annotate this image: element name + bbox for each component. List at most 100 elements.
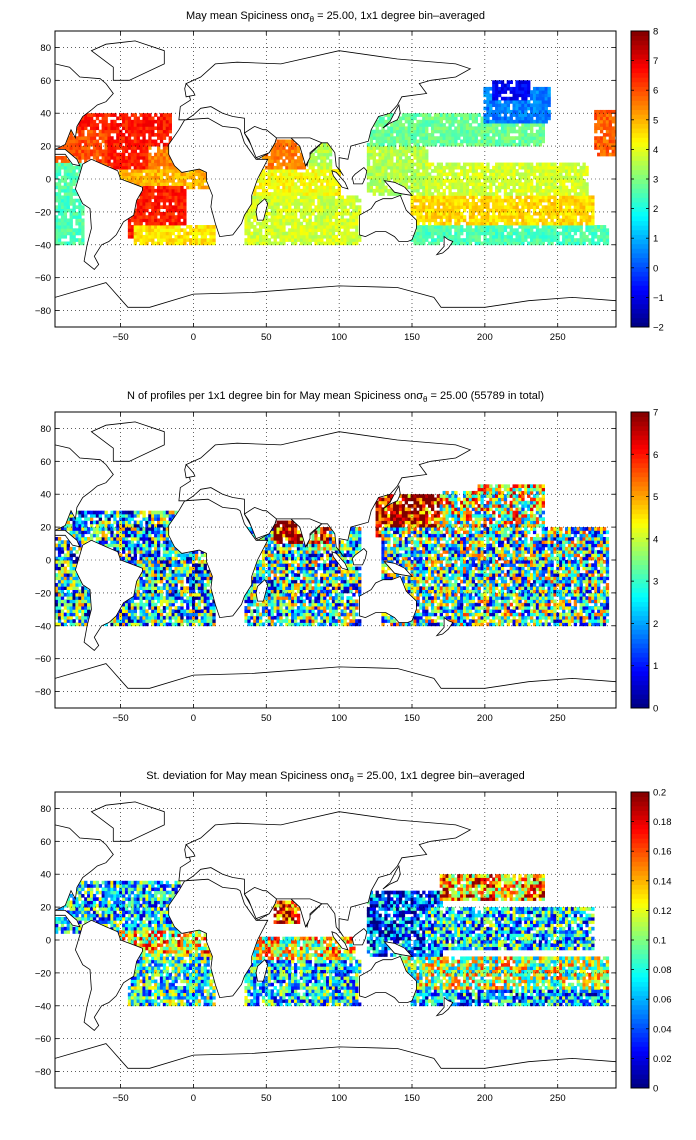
heatmap-cell <box>436 238 441 242</box>
heatmap-cell <box>599 228 604 233</box>
heatmap-cell <box>142 198 146 203</box>
heatmap-cell <box>614 142 616 147</box>
heatmap-cell <box>611 136 615 140</box>
heatmap-cell <box>157 142 161 147</box>
heatmap-cell <box>451 241 455 246</box>
heatmap-cell <box>387 162 391 167</box>
heatmap-cell <box>547 172 551 177</box>
heatmap-cell <box>87 146 91 150</box>
heatmap-cell <box>384 188 388 193</box>
heatmap-cell <box>174 188 178 193</box>
heatmap-cell <box>81 606 85 610</box>
heatmap-cell <box>419 238 423 242</box>
heatmap-cell <box>124 129 129 134</box>
heatmap-cell <box>139 215 143 219</box>
heatmap-cell <box>308 228 312 233</box>
heatmap-cell <box>550 162 554 167</box>
heatmap-cell <box>445 162 449 167</box>
heatmap-cell <box>174 234 178 239</box>
heatmap-cell <box>553 182 557 186</box>
heatmap-cell <box>259 234 263 239</box>
heatmap-cell <box>279 169 283 173</box>
heatmap-cell <box>299 211 304 216</box>
heatmap-cell <box>512 175 516 180</box>
heatmap-cell <box>264 211 269 216</box>
heatmap-cell <box>194 238 199 242</box>
heatmap-cell <box>98 142 103 147</box>
heatmap-cell <box>565 162 569 167</box>
heatmap-cell <box>436 228 441 233</box>
heatmap-cell <box>474 172 478 177</box>
heatmap-cell <box>273 241 277 246</box>
heatmap-cell <box>157 234 161 239</box>
heatmap-cell <box>553 165 557 170</box>
heatmap-cell <box>273 182 277 186</box>
heatmap-cell <box>395 159 400 163</box>
heatmap-cell <box>78 602 82 607</box>
heatmap-cell <box>72 198 76 203</box>
heatmap-cell <box>110 523 114 528</box>
heatmap-cell <box>369 142 374 147</box>
heatmap-cell <box>553 188 557 193</box>
heatmap-cell <box>168 123 172 127</box>
heatmap-cell <box>518 106 522 111</box>
heatmap-cell <box>276 205 280 209</box>
heatmap-cell <box>500 103 505 108</box>
heatmap-cell <box>200 241 205 246</box>
heatmap-cell <box>428 231 432 236</box>
heatmap-cell <box>527 185 531 190</box>
colorbar-step <box>631 290 649 296</box>
heatmap-cell <box>576 169 580 173</box>
heatmap-cell <box>422 231 426 236</box>
heatmap-cell <box>503 90 508 94</box>
heatmap-cell <box>433 113 438 117</box>
heatmap-cell <box>611 139 615 144</box>
heatmap-cell <box>337 195 341 200</box>
heatmap-cell <box>326 205 330 209</box>
heatmap-cell <box>113 165 117 170</box>
heatmap-cell <box>81 513 85 518</box>
heatmap-cell <box>538 231 543 236</box>
heatmap-cell <box>87 517 91 521</box>
heatmap-cell <box>323 192 327 196</box>
heatmap-cell <box>378 188 382 193</box>
heatmap-cell <box>72 606 76 610</box>
heatmap-cell <box>308 218 312 223</box>
heatmap-cell <box>448 202 452 206</box>
heatmap-cell <box>515 188 519 193</box>
heatmap-cell <box>614 149 616 154</box>
heatmap-cell <box>66 612 70 617</box>
heatmap-cell <box>72 612 76 617</box>
heatmap-cell <box>398 169 403 173</box>
colorbar-step <box>631 63 649 69</box>
heatmap-cell <box>84 622 88 627</box>
heatmap-cell <box>489 106 493 111</box>
heatmap-cell <box>602 234 607 239</box>
heatmap-cell <box>573 202 578 206</box>
heatmap-cell <box>159 198 164 203</box>
heatmap-cell <box>66 172 70 177</box>
heatmap-cell <box>183 202 187 206</box>
heatmap-cell <box>524 238 528 242</box>
heatmap-cell <box>460 113 464 117</box>
heatmap-cell <box>416 225 420 229</box>
heatmap-cell <box>375 152 379 157</box>
heatmap-cell <box>75 560 79 564</box>
heatmap-cell <box>530 106 534 111</box>
heatmap-cell <box>483 116 487 121</box>
heatmap-cell <box>430 205 435 209</box>
heatmap-cell <box>439 218 443 223</box>
heatmap-cell <box>66 589 70 594</box>
heatmap-cell <box>66 563 70 567</box>
heatmap-cell <box>503 126 508 131</box>
heatmap-cell <box>72 523 76 528</box>
heatmap-cell <box>186 231 190 236</box>
heatmap-cell <box>349 221 353 226</box>
heatmap-cell <box>570 215 575 219</box>
heatmap-cell <box>416 172 420 177</box>
heatmap-cell <box>559 205 563 209</box>
heatmap-cell <box>492 225 496 229</box>
heatmap-cell <box>381 129 385 134</box>
heatmap-cell <box>122 132 126 137</box>
heatmap-cell <box>159 238 164 242</box>
